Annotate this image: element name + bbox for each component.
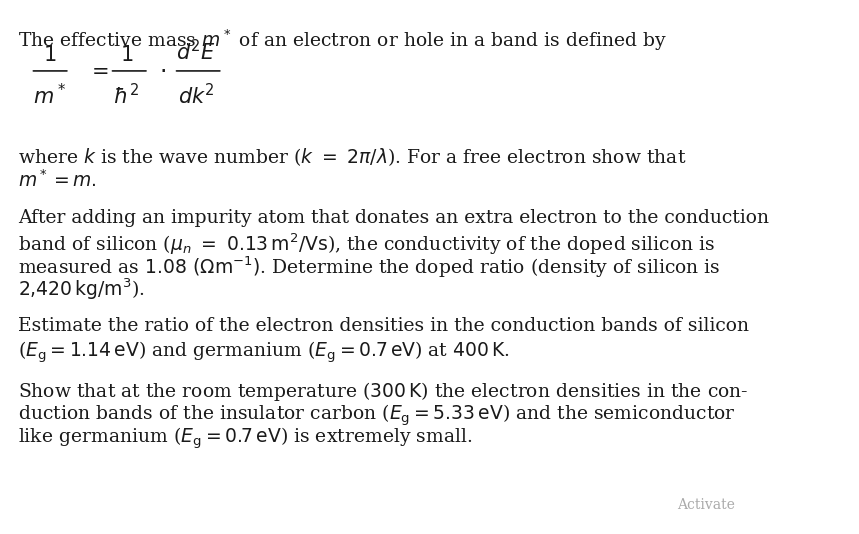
Text: Show that at the room temperature ($300\,\mathrm{K}$) the electron densities in : Show that at the room temperature ($300\…: [18, 380, 748, 403]
Text: The effective mass $m^*$ of an electron or hole in a band is defined by: The effective mass $m^*$ of an electron …: [18, 28, 667, 53]
Text: duction bands of the insulator carbon ($E_\mathrm{g} = 5.33\,\mathrm{eV}$) and t: duction bands of the insulator carbon ($…: [18, 403, 735, 428]
Text: $m^*$: $m^*$: [33, 83, 66, 108]
Text: ($E_\mathrm{g} = 1.14\,\mathrm{eV}$) and germanium ($E_\mathrm{g} = 0.7\,\mathrm: ($E_\mathrm{g} = 1.14\,\mathrm{eV}$) and…: [18, 340, 509, 365]
Text: $\cdot$: $\cdot$: [159, 59, 166, 82]
Text: $dk^2$: $dk^2$: [178, 83, 215, 108]
Text: Estimate the ratio of the electron densities in the conduction bands of silicon: Estimate the ratio of the electron densi…: [18, 317, 749, 335]
Text: measured as $1.08\ (\Omega\mathrm{m}^{-1})$. Determine the doped ratio (density : measured as $1.08\ (\Omega\mathrm{m}^{-1…: [18, 254, 721, 280]
Text: $2{,}420\,\mathrm{kg/m^3}$).: $2{,}420\,\mathrm{kg/m^3}$).: [18, 277, 144, 302]
Text: $1$: $1$: [119, 45, 133, 65]
Text: $\hbar^2$: $\hbar^2$: [113, 83, 139, 108]
Text: $1$: $1$: [43, 45, 56, 65]
Text: $=$: $=$: [87, 61, 108, 81]
Text: $m^* = m.$: $m^* = m.$: [18, 170, 96, 191]
Text: like germanium ($E_\mathrm{g} = 0.7\,\mathrm{eV}$) is extremely small.: like germanium ($E_\mathrm{g} = 0.7\,\ma…: [18, 425, 472, 451]
Text: Activate: Activate: [677, 498, 735, 512]
Text: After adding an impurity atom that donates an extra electron to the conduction: After adding an impurity atom that donat…: [18, 209, 769, 227]
Text: where $k$ is the wave number ($k\ =\ 2\pi/\lambda$). For a free electron show th: where $k$ is the wave number ($k\ =\ 2\p…: [18, 146, 686, 168]
Text: $d^2E$: $d^2E$: [176, 40, 216, 65]
Text: band of silicon ($\mu_n\ =\ 0.13\,\mathrm{m^2/Vs}$), the conductivity of the dop: band of silicon ($\mu_n\ =\ 0.13\,\mathr…: [18, 232, 715, 257]
